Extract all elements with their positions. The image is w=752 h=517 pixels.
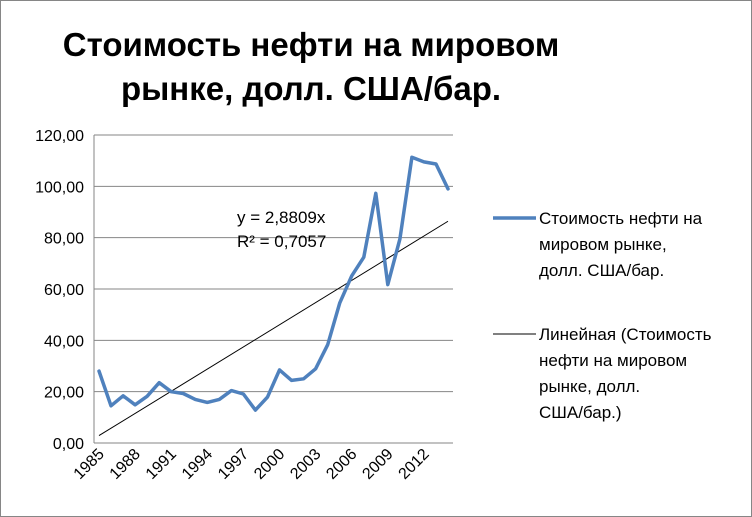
chart-title-line-2: рынке, долл. США/бар. bbox=[120, 70, 502, 107]
x-tick-label: 1988 bbox=[107, 446, 144, 483]
trendline bbox=[98, 220, 449, 437]
trend-equation: y = 2,8809x R² = 0,7057 bbox=[237, 208, 326, 251]
y-tick-label: 120,00 bbox=[35, 128, 84, 145]
chart-title-line-1: Стоимость нефти на мировом bbox=[62, 26, 560, 63]
x-tick-label: 2000 bbox=[251, 446, 288, 483]
legend-label-trend: США/бар.) bbox=[539, 403, 622, 422]
x-tick-label: 2006 bbox=[323, 446, 360, 483]
y-tick-label: 100,00 bbox=[35, 179, 84, 196]
series-line-price bbox=[97, 155, 450, 412]
y-tick-label: 80,00 bbox=[44, 231, 84, 248]
legend-label-price: долл. США/бар. bbox=[539, 261, 664, 280]
trend-annotation: y = 2,8809x bbox=[237, 208, 326, 227]
chart-title: Стоимость нефти на мировом рынке, долл. … bbox=[61, 23, 561, 111]
x-tick-label: 2003 bbox=[287, 446, 324, 483]
legend-label-trend: нефти на мировом bbox=[539, 351, 687, 370]
x-tick-label: 1994 bbox=[179, 446, 216, 483]
legend-label-price: Стоимость нефти на bbox=[539, 209, 703, 228]
y-tick-label: 40,00 bbox=[44, 333, 84, 350]
legend-label-price: мировом рынке, bbox=[539, 235, 667, 254]
y-tick-label: 60,00 bbox=[44, 282, 84, 299]
legend-label-trend: Линейная (Стоимость bbox=[539, 325, 712, 344]
y-tick-label: 20,00 bbox=[44, 385, 84, 402]
legend-label-trend: рынке, долл. bbox=[539, 377, 640, 396]
x-tick-label: 1997 bbox=[215, 446, 252, 483]
x-tick-label: 2009 bbox=[359, 446, 396, 483]
legend: Стоимость нефти на мировом рынке, долл. СШ… bbox=[493, 209, 712, 422]
x-tick-label: 2012 bbox=[396, 446, 433, 483]
y-tick-labels: 0,00 20,00 40,00 60,00 80,00 100,00 120,00 bbox=[35, 128, 84, 453]
x-tick-label: 1991 bbox=[143, 446, 180, 483]
trend-annotation: R² = 0,7057 bbox=[237, 232, 326, 251]
y-tick-label: 0,00 bbox=[53, 436, 84, 453]
